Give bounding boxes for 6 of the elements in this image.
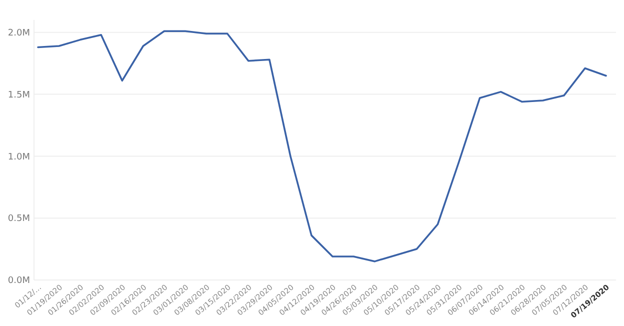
y-tick-label: 1.5M xyxy=(8,90,30,100)
y-tick-label: 1.0M xyxy=(8,152,30,162)
y-tick-label: 0.0M xyxy=(8,276,30,286)
y-tick-label: 0.5M xyxy=(8,214,30,224)
line-series xyxy=(37,30,607,262)
y-tick-label: 2.0M xyxy=(8,28,30,39)
